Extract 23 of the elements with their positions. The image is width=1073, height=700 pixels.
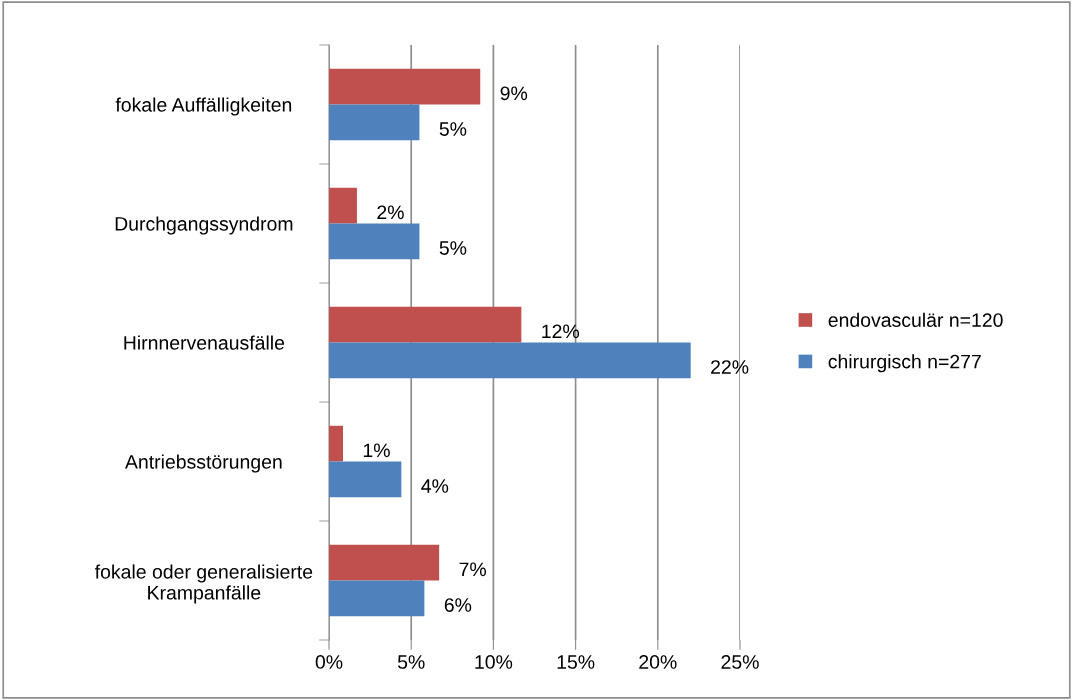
x-tick-label: 25% bbox=[721, 655, 759, 669]
x-tick-label: 0% bbox=[315, 655, 343, 669]
data-label: 9% bbox=[500, 86, 528, 101]
data-label: 7% bbox=[459, 562, 486, 577]
x-tick-label: 15% bbox=[557, 655, 595, 669]
x-tick-label: 20% bbox=[639, 655, 677, 669]
data-label: 12% bbox=[542, 324, 580, 339]
data-label: 6% bbox=[444, 598, 472, 612]
legend-label: chirurgisch n=277 bbox=[828, 354, 981, 373]
data-label: 1% bbox=[363, 443, 390, 458]
y-tick-label: Durchgangssyndrom bbox=[115, 216, 293, 235]
y-tick-label: fokale Auffälligkeiten bbox=[115, 97, 292, 116]
data-label: 4% bbox=[421, 479, 449, 493]
data-label: 5% bbox=[439, 122, 467, 136]
data-label: 5% bbox=[439, 241, 467, 255]
legend-label: endovasculär n=120 bbox=[828, 312, 1003, 327]
y-tick-label: Hirnnervenausfälle bbox=[124, 335, 285, 350]
y-tick-label: fokale oder generalisierte Krampanfälle bbox=[94, 564, 313, 604]
data-label: 22% bbox=[711, 360, 749, 374]
x-tick-label: 10% bbox=[475, 655, 513, 669]
data-label: 2% bbox=[377, 205, 404, 220]
y-tick-label: Antriebsstörungen bbox=[125, 454, 282, 473]
x-tick-label: 5% bbox=[397, 655, 425, 669]
